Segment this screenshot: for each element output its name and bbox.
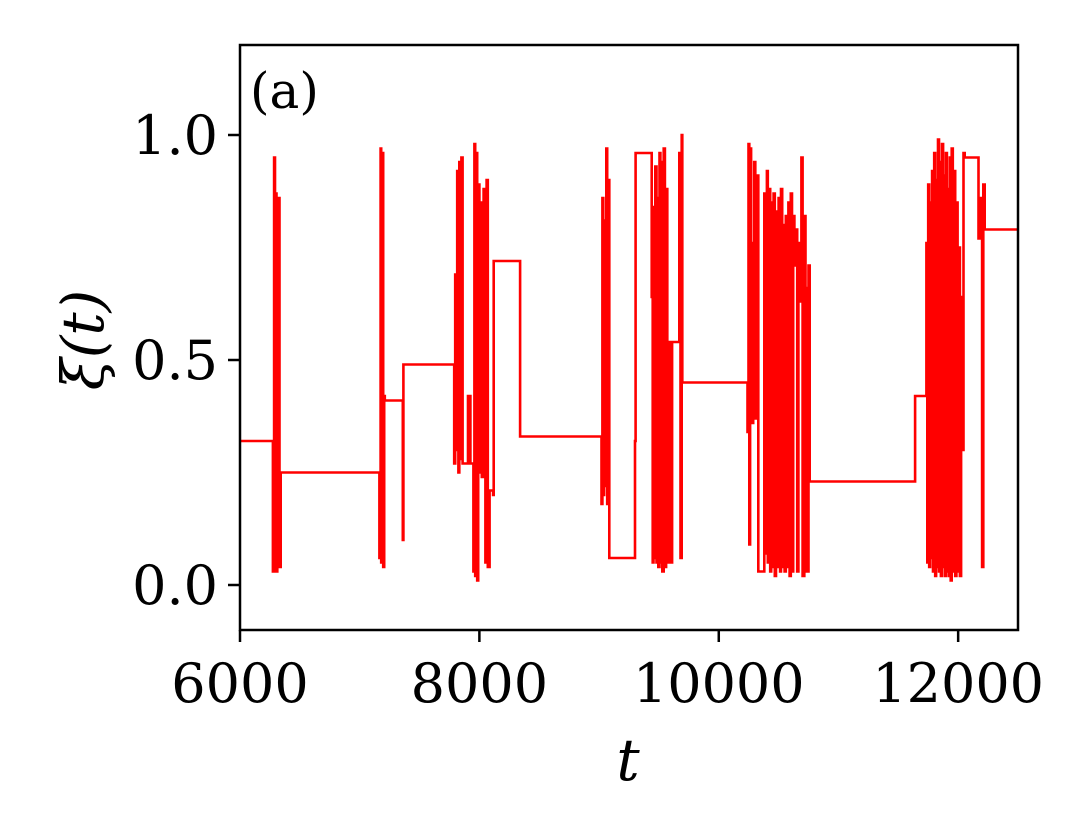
x-tick-label: 12000 — [872, 652, 1044, 715]
panel-label: (a) — [250, 62, 319, 120]
x-tick-label: 8000 — [411, 652, 548, 715]
x-axis-ticks: 6000 8000 10000 12000 — [171, 630, 1044, 715]
series-line-0 — [240, 133, 1018, 582]
series-layer — [240, 133, 1018, 582]
x-tick-label: 10000 — [633, 652, 805, 715]
y-axis-ticks: 0.0 0.5 1.0 — [132, 104, 240, 617]
plot-area-background — [240, 45, 1018, 630]
x-axis-label: t — [616, 726, 640, 794]
y-tick-label: 1.0 — [132, 104, 218, 167]
y-tick-label: 0.5 — [132, 329, 218, 392]
y-tick-label: 0.0 — [132, 554, 218, 617]
y-axis-label: ξ(t) — [49, 290, 117, 391]
x-tick-label: 6000 — [171, 652, 308, 715]
plot-frame — [238, 43, 1020, 632]
